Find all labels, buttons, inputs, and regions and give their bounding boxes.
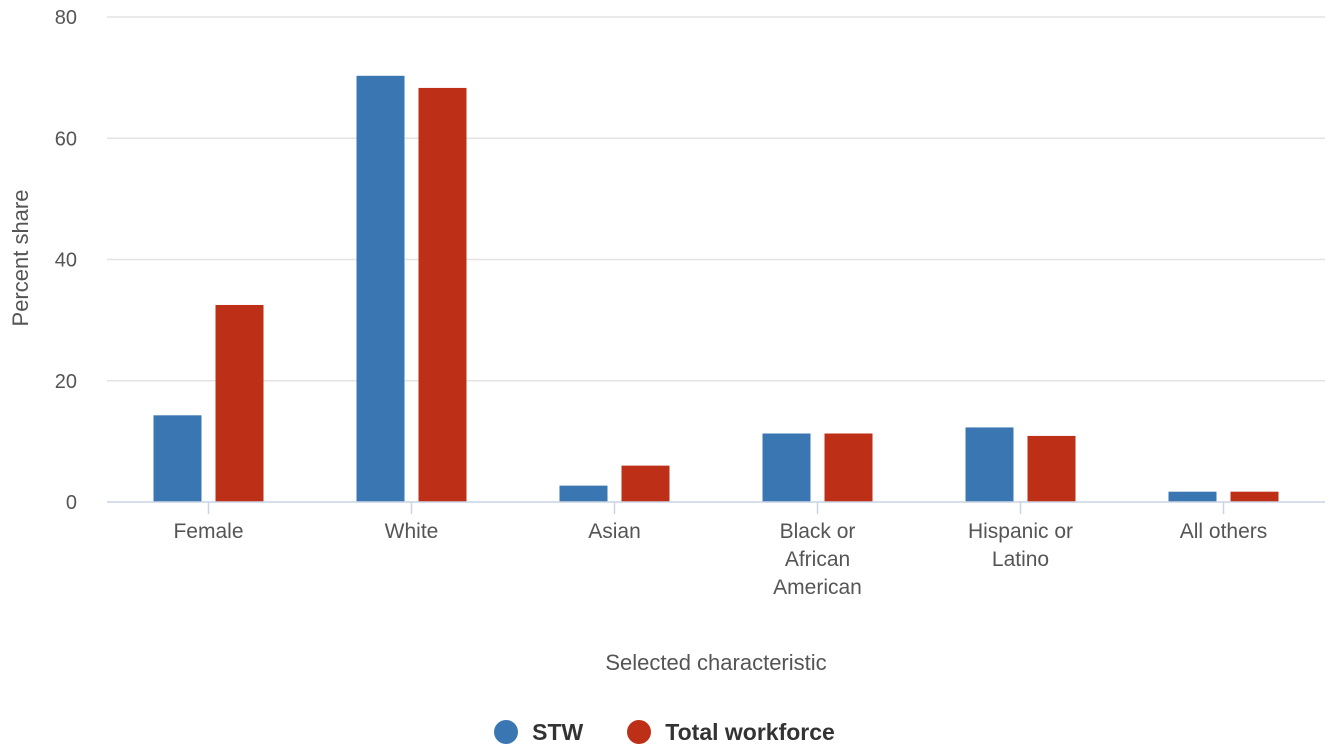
gridlines — [107, 16, 1325, 382]
x-axis-title: Selected characteristic — [605, 650, 826, 675]
y-tick-label: 60 — [55, 128, 77, 150]
y-tick-label: 40 — [55, 250, 77, 272]
bar-total-workforce[interactable] — [1230, 491, 1279, 502]
x-tick-label: Black or African American — [773, 520, 862, 599]
x-tick-label: Female — [173, 520, 243, 543]
y-axis-title: Percent share — [8, 190, 33, 327]
x-tick-label: White — [385, 520, 439, 543]
bar-total-workforce[interactable] — [418, 87, 467, 503]
legend-label-total-workforce: Total workforce — [665, 718, 835, 745]
bar-stw[interactable] — [762, 433, 811, 502]
y-axis-ticks: 0 20 40 60 80 — [55, 7, 77, 514]
legend-item-total-workforce[interactable]: Total workforce — [627, 719, 835, 746]
legend-swatch-total-workforce — [627, 720, 652, 744]
legend: STW Total workforce — [0, 712, 1329, 752]
x-tick-label: All others — [1180, 520, 1268, 543]
legend-item-stw[interactable]: STW — [494, 719, 583, 746]
bar-stw[interactable] — [153, 415, 202, 502]
x-tick-label: Asian — [588, 520, 641, 543]
legend-swatch-stw — [494, 720, 519, 744]
bar-stw[interactable] — [356, 75, 405, 503]
bars — [153, 75, 1279, 503]
bar-stw[interactable] — [1168, 491, 1217, 502]
y-tick-label: 80 — [55, 7, 77, 29]
bar-total-workforce[interactable] — [824, 433, 873, 502]
bar-stw[interactable] — [965, 427, 1014, 502]
bar-total-workforce[interactable] — [621, 465, 670, 502]
bar-total-workforce[interactable] — [215, 304, 264, 502]
legend-label-stw: STW — [532, 718, 584, 745]
y-tick-label: 0 — [66, 492, 77, 514]
bar-total-workforce[interactable] — [1027, 435, 1076, 502]
y-tick-label: 20 — [55, 371, 77, 393]
x-axis-ticks: Female White Asian Black or African American H… — [173, 502, 1267, 599]
bar-chart: 0 20 40 60 80 Female White Asian Black or Africa… — [8, 7, 1325, 675]
bar-stw[interactable] — [559, 485, 608, 502]
x-tick-label: Hispanic or Latino — [968, 520, 1073, 571]
